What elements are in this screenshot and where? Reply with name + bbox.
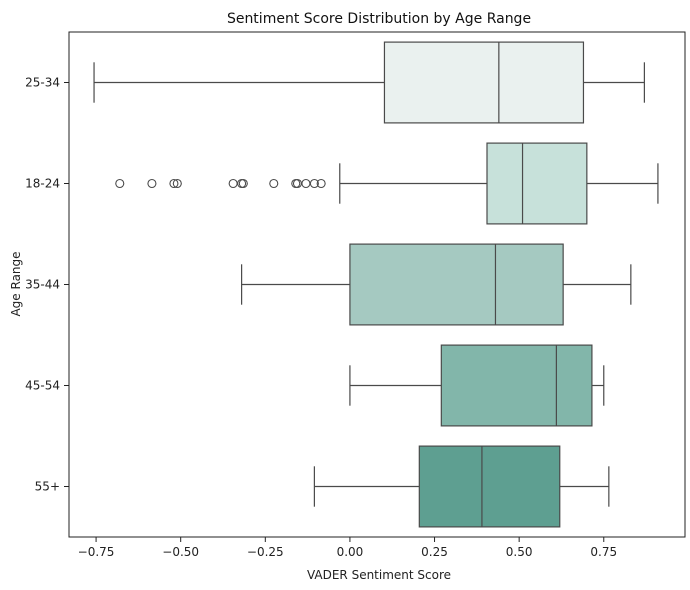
x-tick-label: −0.75 [78, 545, 115, 559]
outlier-point [269, 178, 279, 189]
plot-area: −0.75 −0.50 −0.25 0.00 0.25 0.50 0.75 25-34 18-2… [25, 31, 686, 559]
x-tick-label: 0.25 [421, 545, 448, 559]
outlier-point [301, 178, 311, 189]
y-tick-label: 35-44 [25, 278, 60, 292]
outlier-point [309, 178, 319, 189]
outlier-point [169, 178, 179, 189]
y-tick-label: 45-54 [25, 379, 60, 393]
x-tick-label: 0.00 [337, 545, 364, 559]
box-18-24 [486, 142, 588, 225]
y-axis-label: Age Range [9, 251, 23, 316]
x-tick-label: 0.50 [506, 545, 533, 559]
y-tick-label: 55+ [35, 480, 60, 494]
x-tick-label: −0.25 [247, 545, 284, 559]
outlier-point [238, 178, 248, 189]
chart-title: Sentiment Score Distribution by Age Rang… [227, 11, 531, 27]
outlier-point [115, 178, 125, 189]
outlier-point [228, 178, 238, 189]
outlier-point [172, 178, 182, 189]
box-35-44 [349, 243, 564, 326]
box-25-34 [383, 41, 585, 124]
box-45-54 [440, 344, 593, 427]
x-axis-label: VADER Sentiment Score [307, 568, 451, 582]
outlier-point [147, 178, 157, 189]
y-tick-label: 18-24 [25, 177, 60, 191]
y-tick-label: 25-34 [25, 76, 60, 90]
outlier-point [316, 178, 326, 189]
box-55+ [418, 445, 561, 528]
x-tick-label: −0.50 [162, 545, 199, 559]
x-tick-label: 0.75 [590, 545, 617, 559]
